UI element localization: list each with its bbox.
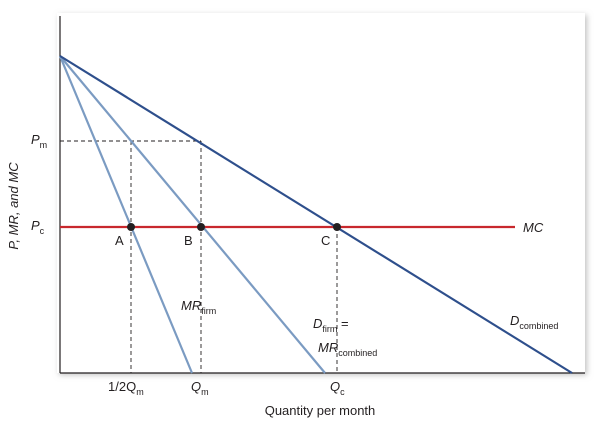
plot-frame (57, 13, 585, 373)
point-b-marker (197, 223, 205, 231)
point-c-marker (333, 223, 341, 231)
point-a-marker (127, 223, 135, 231)
y-axis-label: P, MR, and MC (6, 162, 21, 250)
x-axis-label: Quantity per month (265, 403, 376, 418)
point-a-label: A (115, 233, 124, 248)
qm-tick-label: Qm (191, 379, 209, 397)
d-firm-mr-combined-line (59, 55, 326, 374)
mr-firm-line (58, 55, 194, 374)
point-b-label: B (184, 233, 193, 248)
point-c-label: C (321, 233, 330, 248)
pc-tick-label: Pc (31, 218, 45, 236)
mr-combined-label: MRcombined (318, 340, 377, 358)
half-qm-tick-label: 1/2Qm (108, 379, 144, 397)
mc-label: MC (523, 220, 544, 235)
d-combined-label: Dcombined (510, 313, 558, 331)
mr-firm-label: MRfirm (181, 298, 216, 316)
pm-tick-label: Pm (31, 132, 47, 150)
qc-tick-label: Qc (330, 379, 345, 397)
d-firm-label: Dfirm = (313, 316, 349, 334)
d-combined-line (59, 55, 573, 374)
